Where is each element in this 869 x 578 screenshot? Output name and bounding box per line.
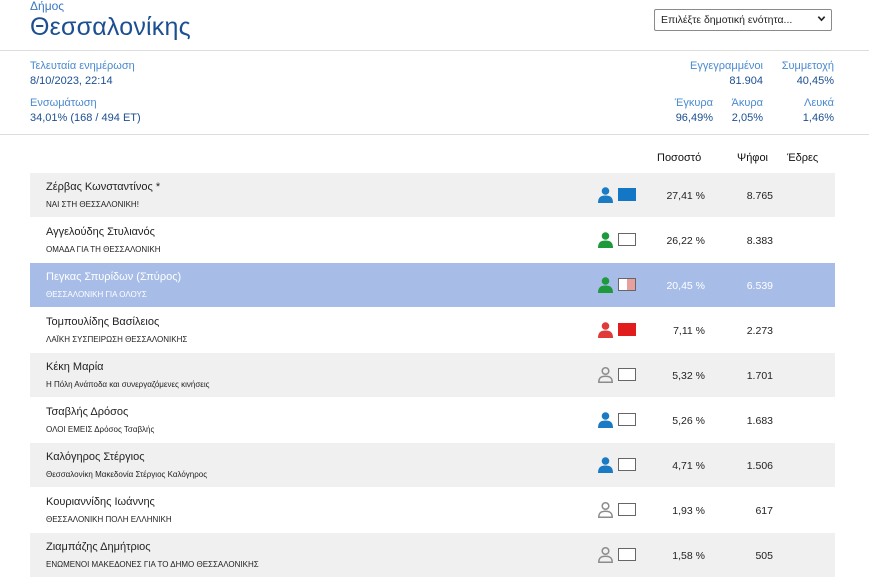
person-gray-icon [598,366,613,383]
party-color-swatch [618,368,636,381]
votes-column-header: Ψήφοι [737,152,769,164]
person-green-icon [598,277,613,293]
candidate-party: Θεσσαλονίκη Μακεδονία Στέργιος Καλόγηρος [46,470,208,479]
party-color-swatch [618,503,636,516]
party-color-swatch [618,323,636,336]
candidate-percent: 27,41 % [666,190,705,202]
candidate-name: Καλόγηρος Στέργιος [46,451,145,463]
candidate-votes: 8.765 [746,190,773,202]
candidate-percent: 5,26 % [672,415,705,427]
candidate-row[interactable]: Ζιαμπάζης Δημήτριος ΕΝΩΜΕΝΟΙ ΜΑΚΕΔΟΝΕΣ ΓΙ… [30,533,835,578]
registered-value: 81.904 [729,75,763,87]
candidate-votes: 8.383 [746,235,773,247]
integration-label: Ενσωμάτωση [30,97,97,109]
last-update-label: Τελευταία ενημέρωση [30,60,135,72]
candidate-votes: 1.701 [746,370,773,382]
party-color-swatch [618,233,636,246]
person-gray-icon [598,546,613,563]
results-summary: Τελευταία ενημέρωση 8/10/2023, 22:14 Ενσ… [0,51,869,135]
municipal-unit-select-value: Επιλέξτε δημοτική ενότητα... [661,14,793,26]
candidate-row[interactable]: Τομπουλίδης Βασίλειος ΛΑΪΚΗ ΣΥΣΠΕΙΡΩΣΗ ΘΕ… [30,308,835,353]
candidate-row[interactable]: Κουριαννίδης Ιωάννης ΘΕΣΣΑΛΟΝΙΚΗ ΠΟΛΗ ΕΛΛ… [30,488,835,533]
candidate-votes: 505 [755,550,773,562]
person-blue-icon [598,187,613,203]
candidate-party: ΘΕΣΣΑΛΟΝΙΚΗ ΓΙΑ ΟΛΟΥΣ [46,290,147,299]
candidate-party: ΘΕΣΣΑΛΟΝΙΚΗ ΠΟΛΗ ΕΛΛΗΝΙΚΗ [46,515,172,524]
municipality-kicker: Δήμος [30,0,65,13]
turnout-value: 40,45% [796,75,834,87]
candidate-row[interactable]: Ζέρβας Κωνσταντίνος * ΝΑΙ ΣΤΗ ΘΕΣΣΑΛΟΝΙΚΗ… [30,173,835,218]
candidate-party: ΟΜΑΔΑ ΓΙΑ ΤΗ ΘΕΣΣΑΛΟΝΙΚΗ [46,245,161,254]
candidate-name: Κουριαννίδης Ιωάννης [46,496,155,508]
candidate-percent: 5,32 % [672,370,705,382]
candidate-name: Τσαβλής Δρόσος [46,406,129,418]
candidate-name: Ζέρβας Κωνσταντίνος * [46,181,161,193]
person-blue-icon [598,412,613,428]
party-color-swatch [618,548,636,561]
candidate-percent: 1,58 % [672,550,705,562]
valid-label: Έγκυρα [674,97,713,109]
person-red-icon [598,322,613,338]
blank-label: Λευκά [804,97,834,109]
candidate-party: ΟΛΟΙ ΕΜΕΙΣ Δρόσος Τσαβλής [46,425,155,434]
candidate-percent: 1,93 % [672,505,705,517]
candidate-row[interactable]: Αγγελούδης Στυλιανός ΟΜΑΔΑ ΓΙΑ ΤΗ ΘΕΣΣΑΛΟ… [30,218,835,263]
person-gray-icon [598,501,613,518]
candidate-percent: 4,71 % [672,460,705,472]
registered-label: Εγγεγραμμένοι [690,60,763,72]
seats-column-header: Έδρες [787,152,819,164]
party-color-swatch [618,458,636,471]
candidate-row[interactable]: Κέκη Μαρία Η Πόλη Ανάποδα και συνεργαζόμε… [30,353,835,398]
party-color-swatch [618,413,636,426]
party-color-swatch [618,278,636,291]
municipal-unit-select[interactable]: Επιλέξτε δημοτική ενότητα... [654,9,832,31]
person-green-icon [598,232,613,248]
candidate-name: Πεγκας Σπυρίδων (Σπύρος) [46,271,182,283]
turnout-label: Συμμετοχή [781,60,834,72]
candidate-percent: 20,45 % [666,280,705,292]
candidate-name: Κέκη Μαρία [46,361,104,373]
candidate-party: ΝΑΙ ΣΤΗ ΘΕΣΣΑΛΟΝΙΚΗ! [46,200,139,209]
candidate-name: Ζιαμπάζης Δημήτριος [46,541,151,553]
last-update-value: 8/10/2023, 22:14 [30,75,113,87]
page-header: Δήμος Θεσσαλονίκης Επιλέξτε δημοτική ενό… [0,0,869,51]
candidate-row[interactable]: Τσαβλής Δρόσος ΟΛΟΙ ΕΜΕΙΣ Δρόσος Τσαβλής 5… [30,398,835,443]
integration-value: 34,01% (168 / 494 ΕΤ) [30,112,141,124]
candidate-row[interactable]: Πεγκας Σπυρίδων (Σπύρος) ΘΕΣΣΑΛΟΝΙΚΗ ΓΙΑ … [30,263,835,308]
candidate-votes: 617 [755,505,773,517]
percent-column-header: Ποσοστό [657,152,702,164]
page-title: Θεσσαλονίκης [30,13,191,41]
candidate-votes: 1.506 [746,460,773,472]
person-blue-icon [598,457,613,473]
candidate-name: Αγγελούδης Στυλιανός [46,226,155,238]
candidate-votes: 2.273 [746,325,773,337]
candidate-row[interactable]: Καλόγηρος Στέργιος Θεσσαλονίκη Μακεδονία … [30,443,835,488]
candidate-party: ΛΑΪΚΗ ΣΥΣΠΕΙΡΩΣΗ ΘΕΣΣΑΛΟΝΙΚΗΣ [46,335,188,344]
candidate-votes: 1.683 [746,415,773,427]
candidate-name: Τομπουλίδης Βασίλειος [46,316,160,328]
results-table: Ζέρβας Κωνσταντίνος * ΝΑΙ ΣΤΗ ΘΕΣΣΑΛΟΝΙΚΗ… [30,173,835,578]
invalid-label: Άκυρα [731,97,763,109]
blank-value: 1,46% [802,112,834,124]
party-color-swatch [618,188,636,201]
candidate-votes: 6.539 [746,280,773,292]
valid-value: 96,49% [675,112,713,124]
candidate-party: Η Πόλη Ανάποδα και συνεργαζόμενες κινήσε… [46,380,210,389]
invalid-value: 2,05% [731,112,763,124]
candidate-percent: 26,22 % [666,235,705,247]
candidate-percent: 7,11 % [673,325,705,337]
candidate-party: ΕΝΩΜΕΝΟΙ ΜΑΚΕΔΟΝΕΣ ΓΙΑ ΤΟ ΔΗΜΟ ΘΕΣΣΑΛΟΝΙ… [46,560,259,569]
chevron-down-icon [817,16,826,22]
